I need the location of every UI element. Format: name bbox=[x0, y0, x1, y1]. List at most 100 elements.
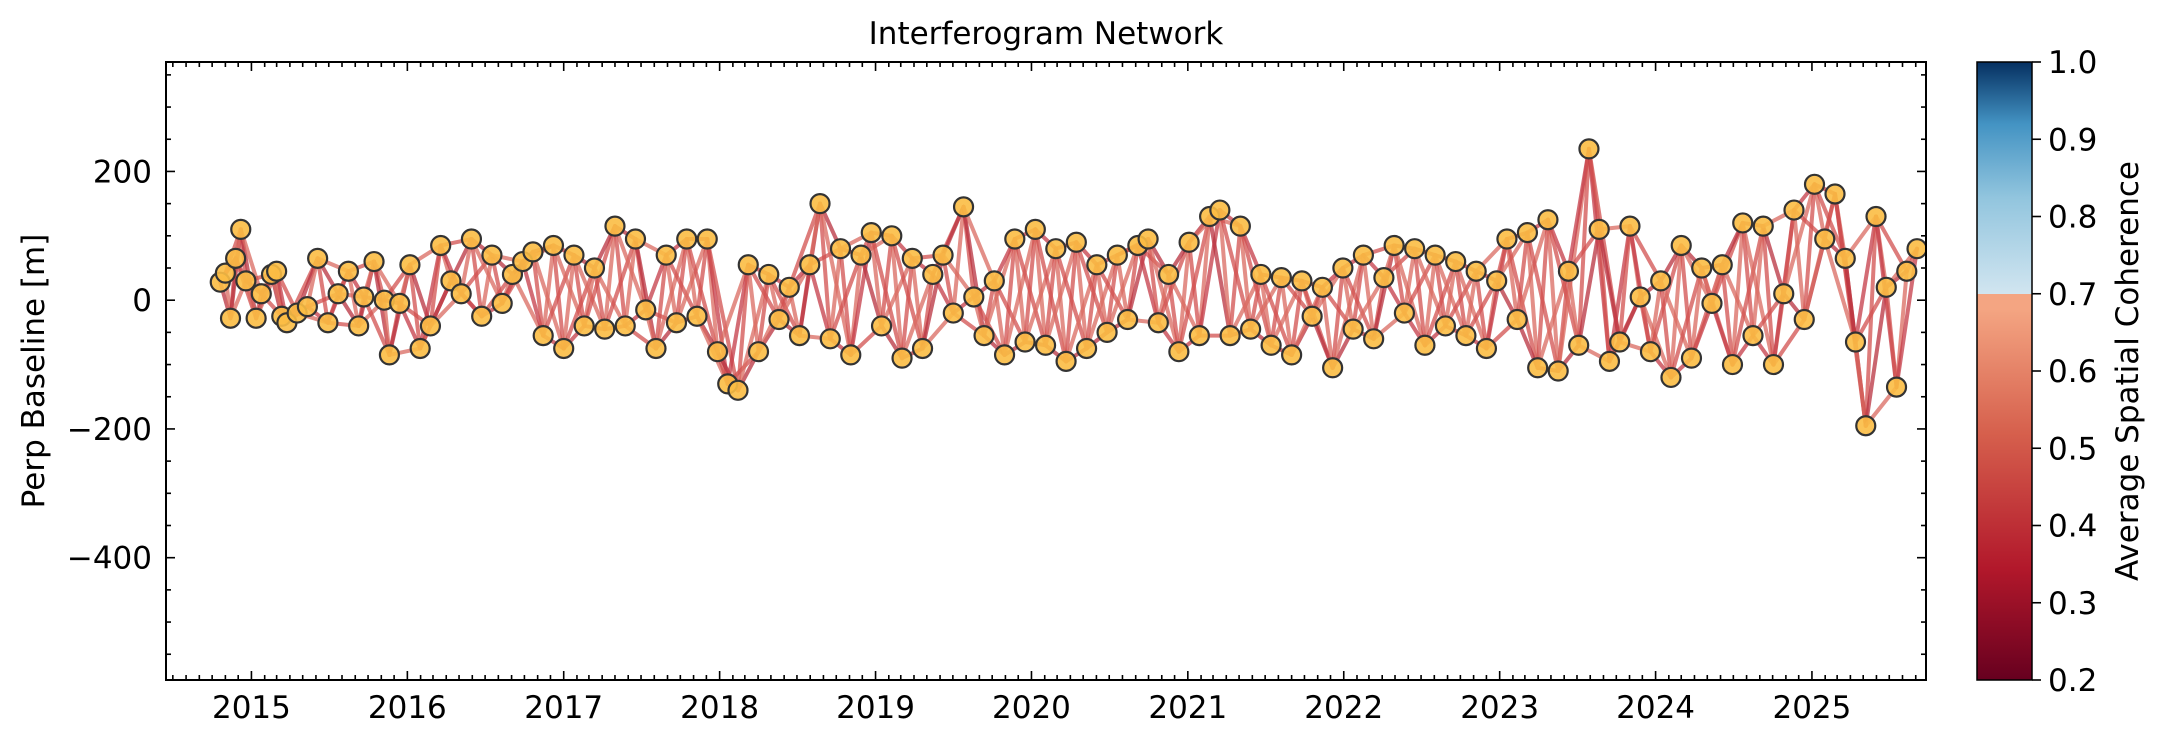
acquisition-point bbox=[1465, 260, 1487, 282]
acquisition-point bbox=[758, 263, 780, 286]
acquisition-point bbox=[1506, 308, 1528, 331]
network-edge bbox=[653, 253, 669, 351]
acquisition-point bbox=[963, 286, 985, 308]
acquisition-point bbox=[337, 260, 360, 282]
acquisition-point bbox=[583, 257, 606, 279]
acquisition-point bbox=[829, 238, 852, 260]
network-edge bbox=[1064, 240, 1079, 364]
network-edge bbox=[1740, 220, 1755, 338]
colorbar-tick-label: 0.3 bbox=[2048, 586, 2097, 622]
acquisition-point bbox=[1363, 328, 1385, 350]
acquisition-point bbox=[1496, 228, 1518, 250]
network-edge bbox=[1392, 243, 1427, 348]
acquisition-point bbox=[1445, 250, 1467, 273]
acquisition-point bbox=[624, 228, 647, 250]
network-edge bbox=[238, 227, 264, 296]
network-edge bbox=[869, 230, 884, 328]
colorbar-tick-label: 0.2 bbox=[2048, 663, 2097, 699]
acquisition-point bbox=[353, 286, 375, 308]
acquisition-point bbox=[1773, 283, 1795, 305]
network-edge bbox=[541, 243, 556, 338]
acquisition-point bbox=[932, 244, 954, 266]
network-edge bbox=[828, 246, 843, 341]
network-edge bbox=[1361, 253, 1376, 341]
acquisition-point bbox=[219, 307, 242, 329]
acquisition-point bbox=[1865, 205, 1887, 228]
acquisition-point bbox=[1116, 308, 1139, 331]
acquisition-point bbox=[1219, 324, 1241, 347]
acquisition-point bbox=[1670, 234, 1692, 257]
acquisition-point bbox=[1732, 212, 1754, 234]
acquisition-point bbox=[1537, 209, 1559, 231]
acquisition-point bbox=[1014, 331, 1036, 353]
acquisition-point bbox=[1383, 234, 1405, 257]
x-tick-label: 2015 bbox=[212, 690, 291, 726]
acquisition-point bbox=[450, 283, 472, 305]
acquisition-point bbox=[952, 196, 975, 218]
network-edge bbox=[1330, 253, 1366, 370]
acquisition-point bbox=[1168, 341, 1190, 363]
acquisition-point bbox=[430, 234, 452, 257]
acquisition-point bbox=[399, 254, 421, 276]
acquisition-point bbox=[604, 215, 626, 237]
network-edge bbox=[807, 262, 833, 341]
y-tick-label: 0 bbox=[132, 283, 152, 319]
network-edge bbox=[1781, 208, 1796, 296]
acquisition-point bbox=[225, 247, 247, 269]
acquisition-point bbox=[1404, 238, 1426, 260]
acquisition-point bbox=[522, 241, 544, 263]
acquisition-point bbox=[819, 328, 841, 350]
acquisition-point bbox=[1516, 221, 1539, 244]
network-edge bbox=[1146, 237, 1161, 325]
acquisition-point bbox=[840, 344, 862, 366]
acquisition-point bbox=[788, 324, 811, 347]
network-edge bbox=[1197, 208, 1222, 338]
acquisition-point bbox=[1557, 260, 1580, 282]
network-edge bbox=[1597, 227, 1612, 364]
colorbar-label: Average Spatial Coherence bbox=[2110, 161, 2146, 581]
network-edge bbox=[561, 266, 597, 351]
network-edge bbox=[961, 204, 987, 338]
x-tick-label: 2016 bbox=[368, 690, 447, 726]
acquisition-point bbox=[1660, 366, 1682, 389]
network-edge bbox=[1043, 246, 1058, 348]
network-edge bbox=[1535, 217, 1550, 370]
network-edge bbox=[1884, 285, 1899, 390]
acquisition-point bbox=[471, 305, 493, 327]
acquisition-point bbox=[1311, 276, 1333, 298]
network-edge bbox=[1750, 224, 1766, 338]
y-axis-ticks: 200 0 −200 −400 bbox=[67, 74, 1926, 656]
acquisition-point bbox=[1896, 260, 1918, 282]
network-edge bbox=[1269, 275, 1284, 348]
chart-title: Interferogram Network bbox=[869, 16, 1224, 52]
acquisition-point bbox=[993, 344, 1016, 366]
acquisition-point bbox=[1393, 302, 1416, 324]
network-edge bbox=[510, 272, 546, 338]
acquisition-point bbox=[614, 315, 636, 337]
acquisition-point bbox=[706, 341, 729, 363]
network-edge bbox=[1761, 224, 1786, 296]
acquisition-point bbox=[317, 312, 339, 334]
x-tick-label: 2017 bbox=[524, 690, 603, 726]
network-edge bbox=[1105, 253, 1120, 335]
colorbar: 1.0 0.9 0.8 0.7 0.6 0.5 0.4 0.3 0.2 Average Spat… bbox=[1976, 45, 2146, 699]
acquisition-point bbox=[1844, 331, 1867, 353]
network-edge bbox=[1515, 230, 1530, 322]
acquisition-point bbox=[348, 315, 370, 337]
network-edge bbox=[469, 237, 484, 319]
network-edge bbox=[1853, 340, 1868, 428]
acquisition-point bbox=[250, 283, 272, 305]
network-edge bbox=[1761, 224, 1776, 367]
acquisition-point bbox=[1137, 228, 1159, 250]
colorbar-ticks: 1.0 0.9 0.8 0.7 0.6 0.5 0.4 0.3 0.2 bbox=[2032, 45, 2097, 699]
network-edge bbox=[1863, 214, 1879, 428]
network-edge bbox=[1792, 208, 1807, 322]
network-edge bbox=[1802, 182, 1817, 322]
network-edge bbox=[1330, 266, 1345, 370]
network-edge bbox=[1002, 237, 1017, 357]
acquisition-point bbox=[635, 299, 657, 321]
network-edge bbox=[1515, 217, 1550, 322]
x-tick-label: 2023 bbox=[1460, 690, 1539, 726]
network-edge bbox=[530, 249, 546, 338]
acquisition-point bbox=[983, 270, 1005, 292]
